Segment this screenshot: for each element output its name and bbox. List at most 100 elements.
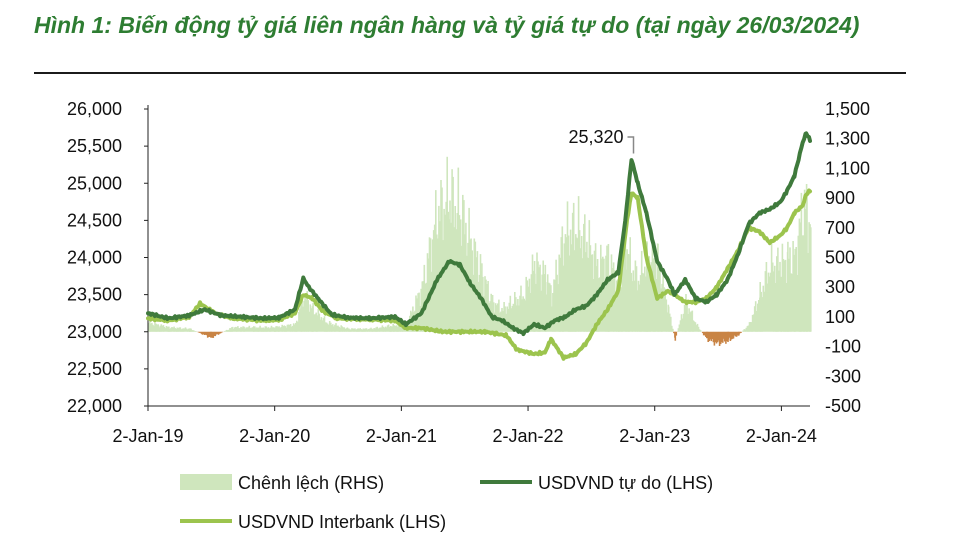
spread-bar bbox=[595, 266, 598, 332]
spread-bar bbox=[638, 284, 641, 332]
spread-bar bbox=[277, 327, 279, 332]
spread-bar bbox=[569, 229, 572, 332]
spread-bar bbox=[697, 326, 700, 332]
spread-bar bbox=[162, 325, 165, 332]
spread-bar bbox=[780, 276, 783, 332]
spread-bar bbox=[349, 329, 351, 332]
spread-bar bbox=[302, 306, 304, 332]
spread-bar bbox=[513, 306, 515, 332]
spread-bar bbox=[256, 327, 258, 332]
spread-bar bbox=[321, 320, 324, 332]
spread-bar bbox=[639, 275, 642, 332]
spread-bar bbox=[447, 211, 450, 332]
spread-bar bbox=[785, 283, 788, 332]
spread-bar bbox=[217, 331, 220, 335]
spread-bar bbox=[177, 328, 180, 332]
spread-bar bbox=[630, 272, 633, 332]
spread-bar bbox=[152, 324, 154, 332]
spread-bar bbox=[603, 258, 605, 332]
spread-bar bbox=[625, 269, 627, 332]
right-tick-label: 300 bbox=[825, 277, 855, 297]
spread-bar bbox=[306, 291, 308, 332]
spread-bar bbox=[257, 327, 259, 332]
spread-bar bbox=[536, 252, 538, 332]
spread-bar bbox=[589, 245, 592, 332]
spread-bar bbox=[428, 237, 431, 332]
spread-bar bbox=[622, 263, 625, 332]
spread-bar bbox=[516, 305, 518, 332]
spread-bar bbox=[645, 276, 647, 332]
spread-bar bbox=[471, 250, 473, 332]
spread-bar bbox=[243, 326, 245, 332]
spread-bar bbox=[387, 324, 390, 332]
spread-bar bbox=[201, 331, 204, 335]
spread-bar bbox=[155, 323, 157, 332]
spread-bar bbox=[383, 327, 386, 332]
spread-bar bbox=[712, 331, 715, 343]
spread-bar bbox=[526, 280, 529, 332]
spread-bar bbox=[766, 283, 769, 332]
spread-bar bbox=[657, 243, 659, 332]
spread-bar bbox=[710, 331, 713, 342]
legend-label-interbank: USDVND Interbank (LHS) bbox=[238, 512, 446, 532]
spread-bar bbox=[174, 328, 176, 332]
spread-bar bbox=[747, 325, 750, 332]
spread-bar bbox=[151, 322, 153, 332]
spread-bar bbox=[322, 318, 325, 332]
spread-bar bbox=[695, 325, 698, 332]
spread-bar bbox=[263, 328, 265, 332]
spread-bar bbox=[242, 326, 244, 332]
spread-bar bbox=[619, 289, 621, 332]
spread-bar bbox=[261, 327, 263, 332]
spread-bar bbox=[508, 302, 511, 332]
spread-bar bbox=[191, 330, 193, 332]
spread-bar bbox=[686, 303, 688, 332]
spread-bar bbox=[226, 329, 228, 332]
spread-bar bbox=[799, 222, 802, 332]
spread-bar bbox=[163, 326, 166, 332]
spread-bar bbox=[364, 328, 367, 332]
spread-bar bbox=[507, 308, 509, 332]
spread-bar bbox=[567, 235, 570, 332]
spread-bar bbox=[205, 331, 208, 336]
spread-bar bbox=[203, 331, 206, 335]
spread-bar bbox=[301, 294, 303, 332]
spread-bar bbox=[331, 325, 333, 332]
spread-bar bbox=[400, 324, 403, 332]
spread-bar bbox=[727, 331, 730, 340]
spread-bar bbox=[202, 331, 205, 335]
legend-label-spread: Chênh lệch (RHS) bbox=[238, 473, 384, 493]
spread-bar bbox=[426, 253, 429, 332]
spread-bar bbox=[275, 326, 277, 332]
left-tick-label: 26,000 bbox=[67, 99, 122, 119]
spread-bar bbox=[456, 213, 459, 332]
spread-bar bbox=[642, 273, 645, 332]
spread-bar bbox=[677, 328, 680, 332]
spread-bar bbox=[717, 331, 720, 341]
spread-bar bbox=[308, 311, 311, 332]
spread-bar bbox=[563, 243, 566, 332]
spread-bar bbox=[579, 248, 582, 332]
spread-bar bbox=[483, 296, 485, 332]
spread-bar bbox=[209, 331, 211, 337]
spread-bar bbox=[289, 324, 292, 332]
spread-bar bbox=[461, 245, 463, 332]
spread-bar bbox=[442, 240, 444, 332]
spread-bar bbox=[531, 254, 534, 332]
spread-bar bbox=[561, 226, 564, 332]
spread-bar bbox=[587, 257, 590, 332]
spread-bar bbox=[227, 330, 229, 332]
spread-bar bbox=[655, 279, 658, 332]
right-tick-label: 1,500 bbox=[825, 99, 870, 119]
spread-bar bbox=[804, 209, 807, 332]
spread-bar bbox=[268, 328, 271, 332]
spread-bar bbox=[637, 280, 640, 332]
spread-bar bbox=[472, 274, 474, 332]
spread-bar bbox=[598, 277, 601, 332]
spread-bar bbox=[463, 200, 465, 332]
spread-bar bbox=[176, 327, 178, 332]
spread-bar bbox=[763, 291, 766, 332]
left-tick-label: 24,000 bbox=[67, 248, 122, 268]
spread-bar bbox=[353, 328, 355, 332]
series-lines bbox=[146, 131, 812, 361]
